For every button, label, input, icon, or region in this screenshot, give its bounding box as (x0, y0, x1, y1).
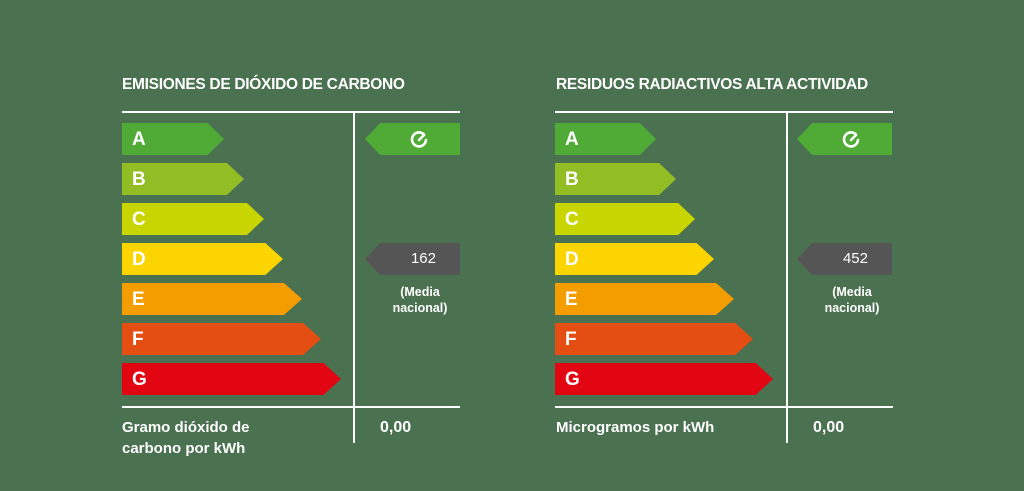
class-bar-c: C (555, 203, 695, 235)
class-label: B (565, 169, 579, 190)
panel-title: EMISIONES DE DIÓXIDO DE CARBONO (122, 76, 405, 93)
column-divider (353, 111, 355, 443)
top-divider (555, 111, 893, 113)
note-line-1: (Media (400, 285, 440, 299)
co2-emissions-panel: EMISIONES DE DIÓXIDO DE CARBONO A B C D … (122, 76, 460, 459)
column-divider (786, 111, 788, 443)
power-g-icon (842, 131, 859, 148)
unit-line-1: Microgramos por kWh (556, 419, 715, 436)
note-line-2: nacional) (824, 301, 880, 315)
measured-value: 0,00 (380, 419, 412, 436)
unit-label: Microgramos por kWh (556, 417, 714, 438)
rating-indicator (797, 123, 892, 155)
top-divider (122, 111, 460, 113)
class-label: A (565, 129, 579, 150)
class-label: F (132, 329, 144, 350)
bottom-divider (555, 406, 893, 408)
class-label: D (132, 249, 146, 270)
unit-line-1: Gramo dióxido de (122, 419, 250, 436)
note-line-2: nacional) (392, 301, 448, 315)
national-average-indicator: 162 (365, 243, 460, 275)
class-bar-f: F (122, 323, 321, 355)
class-bar-d: D (555, 243, 714, 275)
class-bar-a: A (122, 123, 224, 155)
national-average-value: 452 (842, 250, 868, 267)
class-label: E (132, 289, 145, 310)
class-bar-b: B (555, 163, 676, 195)
class-label: F (565, 329, 577, 350)
class-bar-d: D (122, 243, 283, 275)
class-bar-g: G (122, 363, 341, 395)
national-average-label: (Media nacional) (812, 284, 892, 316)
class-bar-a: A (555, 123, 656, 155)
class-bar-b: B (122, 163, 244, 195)
class-label: C (132, 209, 146, 230)
rating-indicator (365, 123, 460, 155)
class-label: A (132, 129, 146, 150)
class-bar-c: C (122, 203, 264, 235)
class-label: E (565, 289, 578, 310)
power-g-icon (410, 131, 427, 148)
class-label: B (132, 169, 146, 190)
unit-line-2: carbono por kWh (122, 440, 246, 457)
class-bar-e: E (122, 283, 302, 315)
national-average-value: 162 (410, 250, 436, 267)
class-label: G (132, 369, 147, 390)
bottom-divider (122, 406, 460, 408)
class-label: C (565, 209, 579, 230)
note-line-1: (Media (832, 285, 872, 299)
class-label: D (565, 249, 579, 270)
measured-value: 0,00 (813, 419, 845, 436)
class-bar-e: E (555, 283, 734, 315)
class-bar-f: F (555, 323, 753, 355)
national-average-label: (Media nacional) (380, 284, 460, 316)
class-bar-g: G (555, 363, 773, 395)
panel-title: RESIDUOS RADIACTIVOS ALTA ACTIVIDAD (556, 76, 868, 93)
class-label: G (565, 369, 580, 390)
unit-label: Gramo dióxido de carbono por kWh (122, 417, 250, 459)
national-average-indicator: 452 (797, 243, 892, 275)
